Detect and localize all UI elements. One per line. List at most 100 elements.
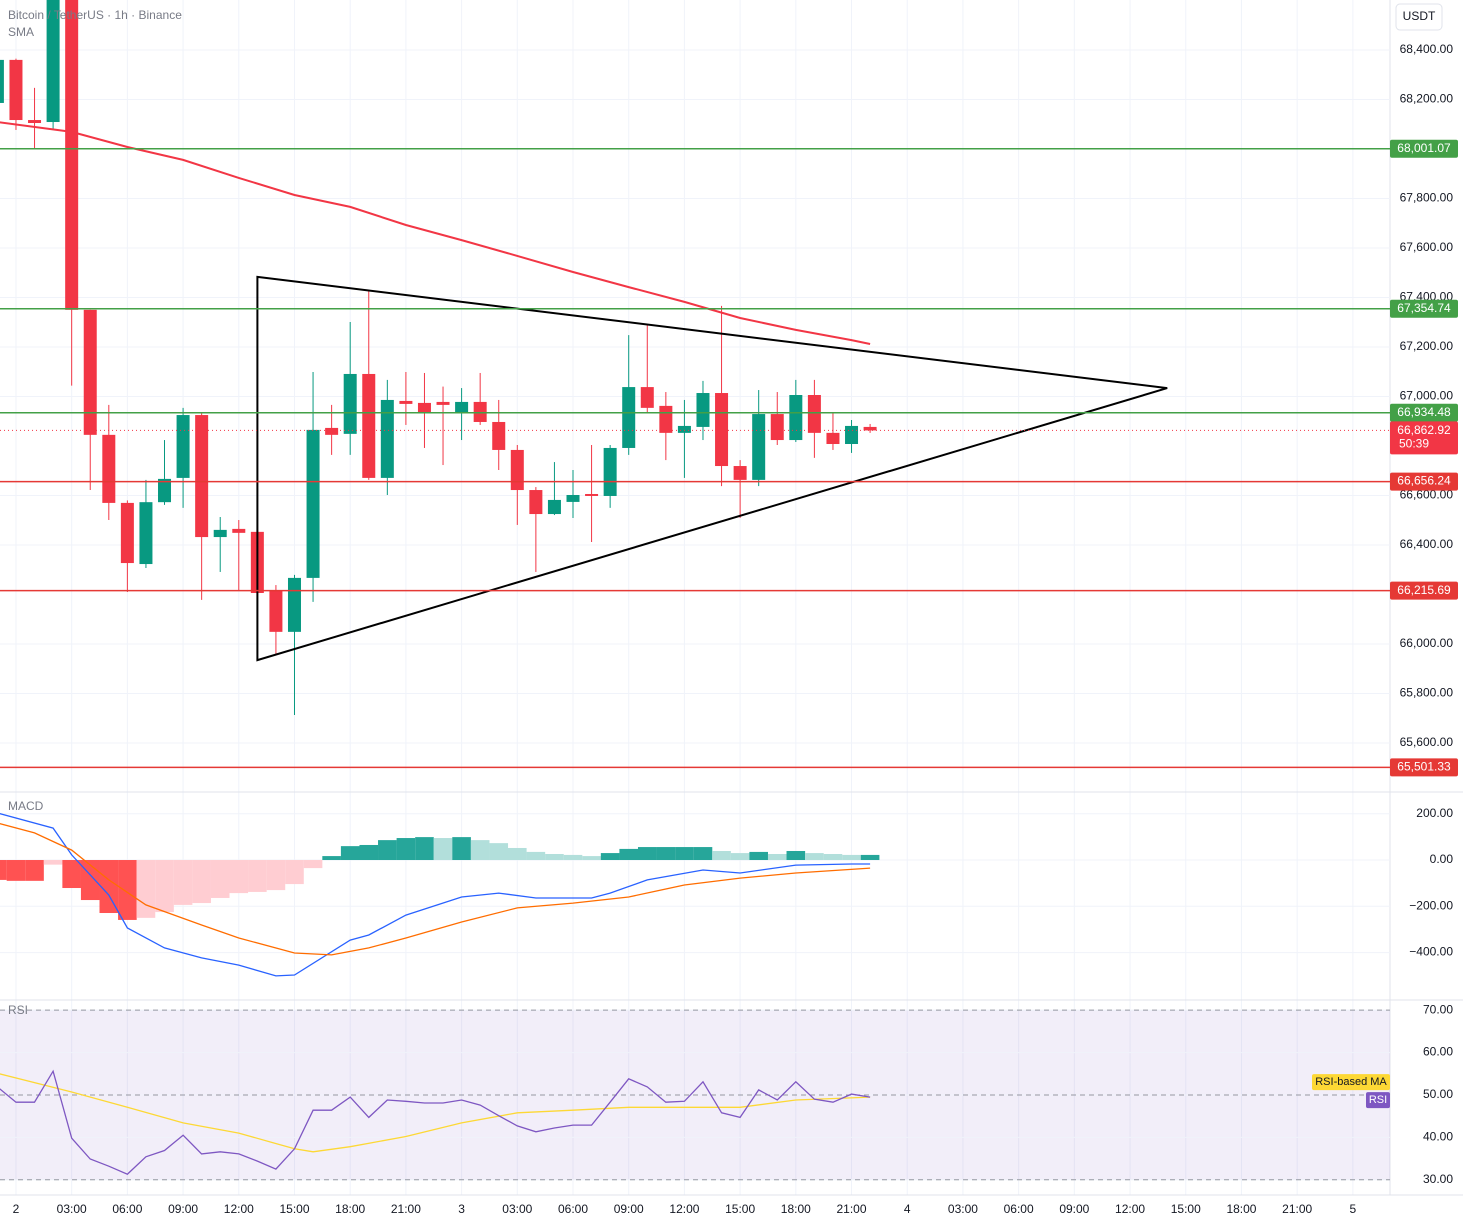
- x-tick-label: 12:00: [1115, 1202, 1145, 1216]
- candle-body: [120, 502, 134, 564]
- candle-body: [46, 0, 60, 123]
- x-tick-label: 09:00: [1059, 1202, 1089, 1216]
- histogram-bar: [582, 856, 601, 861]
- plot: [0, 1069, 871, 1175]
- plot: [0, 813, 880, 977]
- candle-body: [343, 373, 357, 434]
- legend-label: RSI: [1369, 1094, 1387, 1106]
- candle-body: [566, 494, 580, 502]
- histogram-bar: [43, 860, 63, 865]
- level-label-box: [1390, 581, 1458, 600]
- y-tick-label: 66,000.00: [1400, 636, 1454, 650]
- countdown-label: 50:39: [1399, 437, 1429, 451]
- histogram-bar: [210, 860, 230, 898]
- y-tick-label: −400.00: [1409, 945, 1453, 959]
- candle-body: [362, 373, 376, 478]
- level-label-box: [1390, 403, 1458, 422]
- histogram-bar: [6, 860, 26, 881]
- x-tick-label: 18:00: [781, 1202, 811, 1216]
- y-tick-label: 67,200.00: [1400, 339, 1454, 353]
- candle-body: [585, 493, 599, 496]
- level-label: 65,501.33: [1397, 760, 1451, 774]
- histogram-bar: [433, 838, 453, 861]
- macd-line: [0, 823, 871, 956]
- candle-body: [529, 490, 543, 515]
- candle-body: [28, 120, 42, 124]
- candle-body: [83, 309, 97, 435]
- candle-body: [696, 393, 710, 427]
- x-tick-label: 06:00: [1004, 1202, 1034, 1216]
- y-tick-label: 68,200.00: [1400, 92, 1454, 106]
- x-tick-label: 12:00: [669, 1202, 699, 1216]
- candle-body: [158, 478, 172, 503]
- x-tick-label: 21:00: [1282, 1202, 1312, 1216]
- candle-body: [0, 59, 4, 103]
- rsi-line: [0, 1073, 871, 1153]
- histogram-bar: [452, 837, 471, 861]
- candle-body: [640, 387, 654, 408]
- y-tick-label: 66,400.00: [1400, 537, 1454, 551]
- level-label-box: [1390, 139, 1458, 158]
- histogram-bar: [545, 854, 564, 861]
- y-tick-label: 200.00: [1416, 806, 1453, 820]
- plot: [0, 0, 1168, 716]
- histogram-bar: [508, 847, 527, 861]
- histogram-bar: [62, 860, 81, 889]
- candle-body: [380, 399, 394, 478]
- histogram-bar: [248, 860, 267, 892]
- y-tick-label: 65,600.00: [1400, 735, 1454, 749]
- histogram-bar: [266, 860, 286, 891]
- histogram-bar: [619, 848, 639, 861]
- histogram-bar: [563, 854, 583, 861]
- x-tick-label: 21:00: [391, 1202, 421, 1216]
- candle-body: [789, 395, 803, 441]
- x-tick-label: 18:00: [1226, 1202, 1256, 1216]
- candle-body: [715, 393, 729, 467]
- x-tick-label: 09:00: [168, 1202, 198, 1216]
- y-tick-label: −200.00: [1409, 898, 1453, 912]
- x-tick-label: 09:00: [614, 1202, 644, 1216]
- x-tick-label: 4: [904, 1202, 911, 1216]
- histogram-bar: [823, 854, 843, 861]
- pane-title: RSI: [8, 1003, 28, 1017]
- x-tick-label: 03:00: [948, 1202, 978, 1216]
- histogram-bar: [805, 853, 824, 861]
- histogram-bar: [489, 843, 509, 861]
- y-tick-label: 68,400.00: [1400, 42, 1454, 56]
- candle-body: [139, 502, 153, 565]
- x-tick-label: 21:00: [837, 1202, 867, 1216]
- histogram-bar: [600, 853, 620, 861]
- histogram-bar: [229, 860, 249, 894]
- histogram-bar: [693, 847, 713, 861]
- level-label-box: [1390, 758, 1458, 777]
- candle-body: [492, 421, 506, 450]
- x-tick-label: 3: [458, 1202, 465, 1216]
- legend-box: [1366, 1092, 1390, 1109]
- y-tick-label: 65,800.00: [1400, 686, 1454, 700]
- y-tick-label: 67,600.00: [1400, 240, 1454, 254]
- sma-line: [0, 121, 871, 345]
- candle-body: [733, 466, 747, 480]
- histogram-bar: [730, 853, 750, 861]
- y-tick-label: 0.00: [1430, 852, 1454, 866]
- histogram-bar: [526, 851, 546, 861]
- candle-body: [436, 401, 450, 405]
- histogram-bar: [396, 838, 416, 861]
- x-tick-label: 15:00: [1171, 1202, 1201, 1216]
- x-tick-label: 15:00: [725, 1202, 755, 1216]
- candle-body: [659, 405, 673, 433]
- histogram-bar: [25, 860, 44, 881]
- macd-line: [0, 813, 871, 977]
- unit-label: USDT: [1403, 9, 1436, 23]
- histogram-bar: [378, 840, 397, 861]
- level-label-box: [1390, 299, 1458, 318]
- candle-body: [102, 434, 116, 503]
- histogram-bar: [675, 847, 694, 861]
- candle-body: [752, 414, 766, 480]
- histogram-bar: [860, 854, 880, 861]
- y-tick-label: 40.00: [1423, 1130, 1453, 1144]
- legend-box: [1312, 1074, 1390, 1091]
- y-tick-label: 50.00: [1423, 1087, 1453, 1101]
- histogram-bar: [656, 847, 676, 861]
